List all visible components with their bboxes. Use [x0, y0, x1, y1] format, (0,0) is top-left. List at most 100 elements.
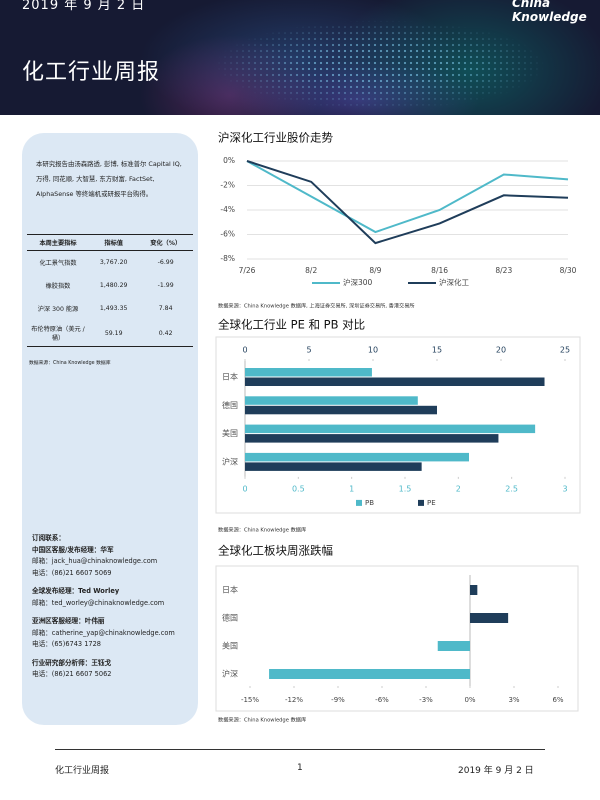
table-header: 本周主要指标 指标值 变化（%）: [27, 234, 193, 251]
bar: [437, 641, 470, 651]
bar: [245, 368, 372, 377]
x2-tick-label: 10: [368, 346, 378, 355]
bar: [245, 452, 469, 462]
y-tick-label: 0%: [223, 156, 235, 165]
x-tick-label: 8/23: [495, 266, 512, 275]
legend-label: 沪深300: [343, 277, 373, 287]
footer-rule: [55, 749, 545, 750]
legend-swatch: [356, 499, 362, 506]
bar: [269, 669, 470, 679]
header-title: 化工行业周报: [22, 60, 161, 85]
logo-line: China: [512, 0, 551, 10]
y-tick-label: -6%: [220, 230, 235, 239]
intro-text: 本研究报告由汤森路透, 彭博, 标准普尔 Capital IQ, 万得, 同花顺…: [36, 160, 182, 198]
contact-title: 行业研究部分析师：王钰戈: [32, 658, 112, 667]
td: 0.42: [138, 320, 193, 347]
category-label: 日本: [222, 372, 238, 382]
table-row: 橡胶指数 1,480.29 -1.99: [27, 274, 193, 297]
table-row: 沪深 300 能源 1,493.35 7.84: [27, 297, 193, 320]
footer-right: 2019 年 9 月 2 日: [458, 766, 534, 776]
line-series: [246, 160, 569, 245]
category-label: 沪深: [222, 456, 238, 466]
x-tick-label: 0: [242, 484, 247, 493]
chart-title: 全球化工行业 PE 和 PB 对比: [218, 318, 365, 332]
chart-frame: [215, 336, 581, 514]
x2-tick-label: 0: [242, 346, 247, 355]
legend-label: PB: [365, 499, 374, 507]
contact-line: 电话：(86)21 6607 5062: [32, 670, 112, 678]
bar: [245, 396, 418, 405]
x-tick-label: 8/2: [305, 266, 317, 275]
chart-source: 数据来源：China Knowledge 数据库, 上海证券交易所, 深圳证券交…: [218, 302, 415, 310]
td: 3,767.20: [99, 259, 128, 266]
bar: [245, 434, 499, 443]
x-tick-label: 3: [562, 484, 567, 493]
category-label: 日本: [222, 585, 238, 595]
y-tick-label: -4%: [220, 205, 235, 214]
th: 指标值: [89, 234, 139, 251]
header-banner: 2019 年 9 月 2 日 化工行业周报 China Knowledge: [0, 0, 600, 115]
td: 沪深 300 能源: [37, 306, 79, 313]
category-label: 沪深: [222, 669, 238, 679]
contact-line: 邮箱：catherine_yap@chinaknowledge.com: [32, 628, 175, 637]
table-row: 化工景气指数 3,767.20 -6.99: [27, 251, 193, 275]
x-tick-label: 2: [456, 484, 461, 493]
contact-group: 行业研究部分析师：王钰戈 电话：(86)21 6607 5062: [32, 658, 197, 681]
contacts: 订阅联系： 中国区客服/发布经理：华军 邮箱：jack_hua@chinaknowl…: [32, 533, 197, 688]
td: 1,493.35: [99, 305, 128, 312]
x-tick-label: 8/16: [431, 266, 448, 275]
td: 化工景气指数: [39, 260, 77, 267]
contact-title: 亚洲区客服经理：叶伟丽: [32, 617, 105, 625]
contact-group: 亚洲区客服经理：叶伟丽邮箱：catherine_yap@chinaknowled…: [32, 616, 197, 651]
category-label: 德国: [222, 613, 238, 623]
x-tick-label: 3%: [508, 696, 519, 704]
legend-label: PE: [427, 499, 436, 507]
y-tick-label: -2%: [220, 181, 235, 190]
x-tick-label: 2.5: [505, 484, 518, 493]
contact-title: 全球发布经理：Ted Worley: [32, 587, 120, 595]
th: 变化（%）: [138, 234, 193, 251]
y-tick-label: -8%: [220, 254, 235, 263]
x-tick-label: 1.5: [399, 484, 412, 493]
contact-line: 中国区客服/发布经理：华军: [32, 545, 114, 554]
x-tick-label: -3%: [419, 696, 433, 704]
x-tick-label: 6%: [552, 696, 563, 704]
x-tick-label: 0%: [464, 696, 475, 704]
x2-tick-label: 20: [496, 346, 506, 355]
contact-line: 电话：(65)6743 1728: [32, 640, 101, 648]
td: 7.84: [158, 305, 173, 312]
th: 本周主要指标: [27, 234, 89, 251]
x-tick-label: 1: [349, 484, 354, 493]
x-tick-label: 0.5: [292, 484, 305, 493]
x-tick-label: 7/26: [239, 266, 256, 275]
bar: [245, 377, 545, 386]
x2-tick-label: 25: [560, 346, 570, 355]
td: 布伦特原油（美元 / 桶）: [27, 320, 89, 347]
legend-swatch: [418, 499, 424, 506]
bar: [245, 405, 437, 415]
category-label: 美国: [222, 641, 238, 651]
chart-source: 数据来源：China Knowledge 数据库: [218, 525, 306, 533]
bar: [245, 424, 536, 434]
line-series: [246, 160, 569, 234]
td: 1,480.29: [99, 282, 128, 289]
x2-tick-label: 15: [432, 346, 442, 355]
x2-tick-label: 5: [306, 346, 311, 355]
contact-line: 电话：(86)21 6607 5069: [32, 568, 112, 577]
x-tick-label: -6%: [375, 696, 389, 704]
header-date: 2019 年 9 月 2 日: [22, 0, 146, 13]
chart-title: 全球化工板块周涨跌幅: [218, 544, 333, 558]
contact-title: 订阅联系：: [32, 534, 65, 542]
td: 59.19: [89, 320, 139, 347]
x-tick-label: -12%: [285, 696, 303, 704]
chart-frame: [215, 565, 579, 712]
bar: [470, 613, 509, 623]
footer-page: 1: [297, 763, 303, 773]
logo-line: Knowledge: [512, 10, 587, 24]
td: -6.99: [157, 259, 174, 266]
category-label: 德国: [222, 400, 238, 410]
contact-group: 全球发布经理：Ted Worley 邮箱：ted_worley@chinaknow…: [32, 586, 197, 609]
category-label: 美国: [222, 428, 238, 438]
